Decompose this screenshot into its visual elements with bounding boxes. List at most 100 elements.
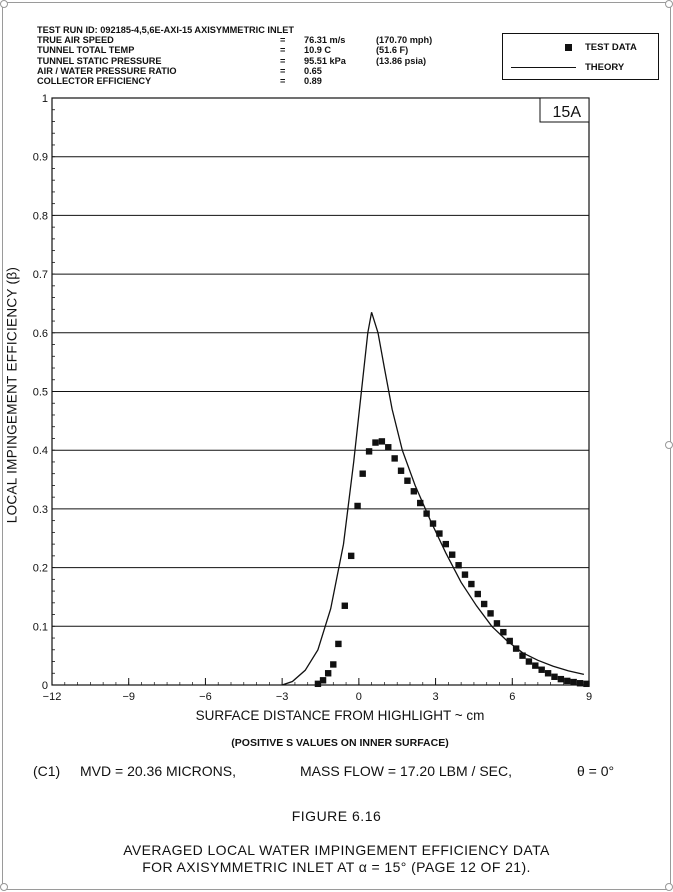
header-eq: = [280, 65, 286, 76]
test-data-point [480, 600, 488, 608]
header-alt: (51.6 F) [376, 45, 409, 56]
test-data-point [335, 640, 342, 648]
x-tick-label: 3 [433, 691, 439, 703]
test-data-point [442, 540, 449, 548]
resize-handle-bottom-left[interactable] [0, 883, 8, 891]
header-value: 76.31 m/s [304, 35, 346, 46]
header-row: TUNNEL STATIC PRESSURE = 95.51 kPa (13.86 p… [37, 56, 432, 66]
x-axis-label: SURFACE DISTANCE FROM HIGHLIGHT ~ cm [195, 708, 485, 723]
y-tick-label: 0.3 [33, 504, 48, 516]
test-data-point [410, 488, 418, 495]
x-tick-label: −12 [43, 691, 62, 703]
test-data-point [404, 477, 411, 484]
test-data-point [487, 610, 494, 617]
y-tick-label: 0.2 [33, 563, 48, 575]
x-tick-label: 6 [509, 691, 515, 703]
header-eq: = [280, 45, 286, 56]
x-tick-label: −3 [276, 691, 289, 703]
test-data-point [314, 680, 322, 688]
test-data-point [385, 444, 392, 451]
test-data-point [551, 673, 558, 680]
test-data-point [359, 470, 366, 477]
test-data-point [372, 439, 379, 446]
x-tick-label: −9 [122, 691, 135, 703]
test-data-point [461, 571, 469, 578]
header-label: TEST RUN ID: 092185-4,5,6E-AXI-15 AXISYM… [37, 25, 294, 35]
caption-line-2: FOR AXISYMMETRIC INLET AT α = 15° (PAGE … [142, 859, 531, 875]
y-tick-label: 0.1 [33, 621, 48, 633]
caption-line-1: AVERAGED LOCAL WATER IMPINGEMENT EFFICIE… [123, 842, 550, 858]
y-axis-label-text: LOCAL IMPINGEMENT EFFICIENCY (β) [4, 266, 20, 524]
test-data-point [429, 520, 437, 527]
test-data-point [436, 530, 443, 537]
test-data-point [474, 590, 481, 598]
test-data-point [417, 499, 424, 507]
theory-line [281, 312, 585, 686]
header-row: TEST RUN ID: 092185-4,5,6E-AXI-15 AXISYM… [37, 25, 432, 35]
test-data-point [532, 662, 539, 669]
legend-test-data-label: TEST DATA [585, 41, 637, 53]
y-tick-label: 0.7 [33, 269, 48, 281]
test-data-point [538, 666, 545, 673]
test-data-point [391, 455, 398, 462]
header-label: TUNNEL STATIC PRESSURE [37, 55, 162, 66]
test-data-point [397, 467, 405, 474]
test-data-point [506, 637, 513, 645]
panel-id-box [539, 97, 590, 123]
header-row: AIR / WATER PRESSURE RATIO = 0.65 [37, 66, 432, 76]
test-data-point [330, 661, 337, 668]
condition-mvd: MVD = 20.36 MICRONS, [80, 763, 236, 779]
header-eq: = [280, 55, 286, 66]
header-alt: (13.86 psia) [376, 55, 427, 66]
header-value: 0.65 [304, 65, 322, 76]
test-data-point [455, 562, 462, 569]
test-data-point [493, 620, 501, 627]
x-tick-label: −6 [199, 691, 212, 703]
test-data-point [468, 580, 475, 588]
test-data-point [564, 677, 571, 685]
test-data-point [570, 678, 577, 686]
y-tick-label: 0 [42, 680, 48, 692]
run-conditions-header: TEST RUN ID: 092185-4,5,6E-AXI-15 AXISYM… [37, 25, 432, 86]
test-data-point [347, 552, 355, 560]
header-label: COLLECTOR EFFICIENCY [37, 76, 152, 87]
test-data-point [525, 658, 533, 665]
legend-theory-line [511, 66, 576, 68]
header-row: COLLECTOR EFFICIENCY = 0.89 [37, 76, 432, 86]
panel-id: 15A [553, 104, 582, 121]
condition-theta: θ = 0° [577, 763, 615, 779]
header-value: 0.89 [304, 76, 322, 87]
header-eq: = [280, 35, 286, 46]
header-value: 95.51 kPa [304, 55, 346, 66]
header-label: TRUE AIR SPEED [37, 35, 114, 46]
header-alt: (170.70 mph) [376, 35, 433, 46]
test-data-point [378, 438, 386, 445]
test-data-point [365, 448, 373, 455]
resize-handle-top-left[interactable] [0, 0, 8, 8]
condition-mass-flow: MASS FLOW = 17.20 LBM / SEC, [300, 763, 513, 779]
test-data-point [576, 680, 584, 687]
header-row: TUNNEL TOTAL TEMP = 10.9 C (51.6 F) [37, 45, 432, 55]
header-label: TUNNEL TOTAL TEMP [37, 45, 135, 56]
test-data-point [324, 670, 332, 677]
y-tick-label: 0.4 [33, 445, 48, 457]
x-tick-label: 0 [356, 691, 362, 703]
test-data-point [557, 675, 565, 683]
y-tick-label: 0.6 [33, 328, 48, 340]
test-data-point [448, 551, 456, 558]
condition-case: (C1) [33, 763, 61, 779]
header-label: AIR / WATER PRESSURE RATIO [37, 65, 177, 76]
test-data-point [319, 677, 327, 684]
test-data-point [354, 502, 361, 510]
test-data-point [500, 628, 507, 636]
chart-legend: TEST DATA THEORY [502, 33, 659, 80]
test-data-point [512, 645, 520, 652]
y-tick-label: 0.8 [33, 210, 48, 222]
test-data-point [544, 670, 552, 677]
header-value: 10.9 C [304, 45, 332, 56]
x-axis-note: (POSITIVE S VALUES ON INNER SURFACE) [231, 737, 449, 749]
test-data-point [423, 510, 430, 517]
header-eq: = [280, 76, 286, 87]
y-tick-label: 0.5 [33, 387, 48, 399]
